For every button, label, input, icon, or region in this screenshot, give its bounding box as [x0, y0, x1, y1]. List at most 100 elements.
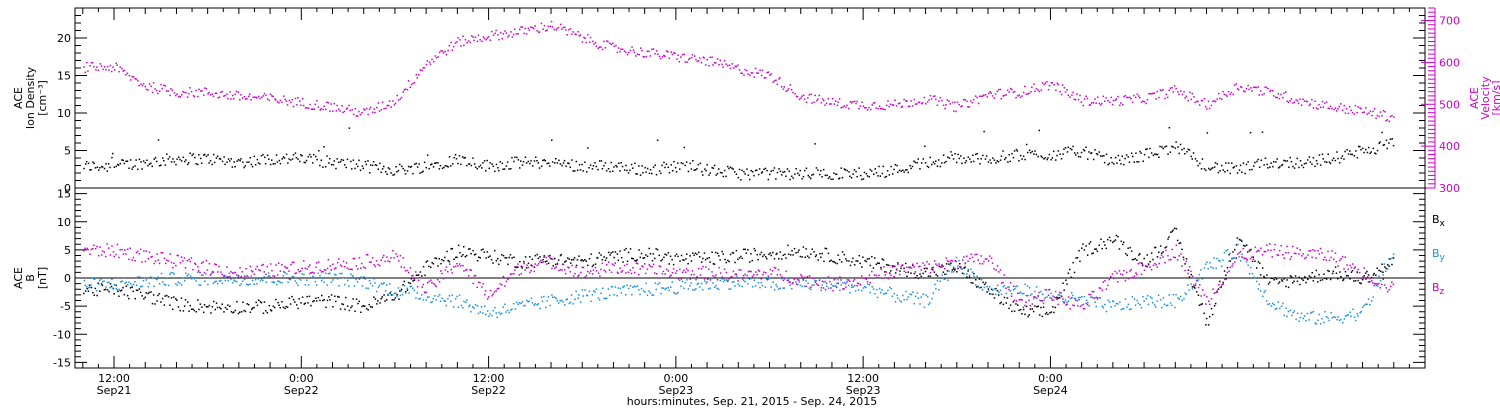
data-point [1373, 272, 1375, 275]
data-point [1038, 90, 1041, 93]
data-point [950, 151, 952, 153]
data-point [117, 164, 120, 166]
data-point [386, 256, 388, 258]
data-point [399, 163, 401, 166]
data-point [202, 261, 204, 263]
data-point [147, 292, 149, 295]
data-point [664, 253, 666, 255]
data-point [1245, 258, 1248, 260]
data-point [817, 98, 819, 100]
data-point [817, 259, 819, 261]
data-point [1018, 292, 1021, 294]
data-point [309, 153, 311, 156]
data-point [734, 261, 736, 264]
legend-sub: x [1440, 219, 1446, 229]
data-point [1290, 98, 1293, 100]
data-point [126, 160, 129, 162]
data-point [1027, 294, 1029, 297]
data-point [288, 297, 291, 299]
data-point [1281, 163, 1284, 166]
data-point [628, 51, 630, 54]
data-point [260, 301, 263, 304]
data-point [266, 265, 268, 268]
data-point [350, 306, 352, 309]
data-point [288, 158, 290, 160]
data-point [128, 74, 131, 77]
data-point [702, 257, 704, 260]
data-point [663, 161, 665, 164]
data-point [106, 289, 109, 291]
data-point [772, 281, 774, 283]
data-point [556, 262, 559, 265]
data-point [1005, 94, 1007, 96]
data-point [1207, 100, 1210, 103]
data-point [658, 282, 661, 284]
data-point [1222, 259, 1224, 261]
data-point [1384, 266, 1386, 268]
data-point [1125, 271, 1128, 274]
data-point [1101, 102, 1103, 105]
data-point [1209, 303, 1211, 306]
data-point [1189, 91, 1191, 94]
data-point [361, 285, 364, 287]
data-point [252, 271, 254, 273]
data-point [1063, 301, 1066, 303]
data-point [846, 169, 848, 172]
data-point [648, 50, 650, 53]
data-point [234, 309, 237, 312]
data-point [779, 251, 781, 253]
data-point [1283, 278, 1285, 280]
data-point [1123, 95, 1125, 98]
data-point [760, 74, 763, 77]
data-point [510, 31, 512, 33]
data-point [329, 299, 331, 301]
data-point [145, 250, 147, 252]
data-point [645, 254, 647, 256]
data-point [464, 156, 466, 159]
data-point [737, 258, 739, 261]
data-point [474, 36, 477, 38]
data-point [324, 269, 327, 271]
data-point [559, 269, 562, 271]
data-point [1094, 301, 1096, 303]
data-point [907, 266, 910, 269]
data-point [1149, 147, 1151, 150]
data-point [223, 311, 225, 313]
data-point [1056, 82, 1059, 84]
data-point [1358, 271, 1361, 274]
data-point [547, 25, 550, 28]
data-point [1295, 163, 1297, 165]
data-point [713, 263, 716, 265]
data-point [1122, 307, 1124, 310]
data-point [215, 263, 217, 266]
data-point [1257, 261, 1260, 263]
data-point [871, 255, 873, 258]
data-point [1035, 153, 1038, 156]
data-point [967, 260, 969, 262]
data-point [1128, 161, 1131, 163]
data-point [751, 171, 754, 173]
data-point [195, 280, 197, 282]
data-point [204, 87, 206, 89]
data-point [1188, 289, 1190, 291]
data-point [738, 168, 741, 171]
data-point [1167, 254, 1169, 257]
data-point [1082, 303, 1085, 306]
data-point [805, 285, 807, 288]
data-point [725, 279, 728, 281]
series-s0 [83, 127, 1395, 181]
data-point [1353, 267, 1355, 269]
data-point [150, 256, 152, 258]
data-point [1163, 303, 1166, 305]
data-point [785, 257, 787, 259]
data-point [1346, 149, 1348, 151]
data-point [129, 287, 132, 289]
data-point [297, 307, 299, 310]
data-point [419, 69, 422, 71]
data-point [371, 306, 373, 308]
data-point [491, 163, 493, 165]
data-point [476, 305, 479, 307]
data-point [195, 263, 197, 265]
data-point [226, 308, 228, 310]
data-point [210, 273, 212, 275]
